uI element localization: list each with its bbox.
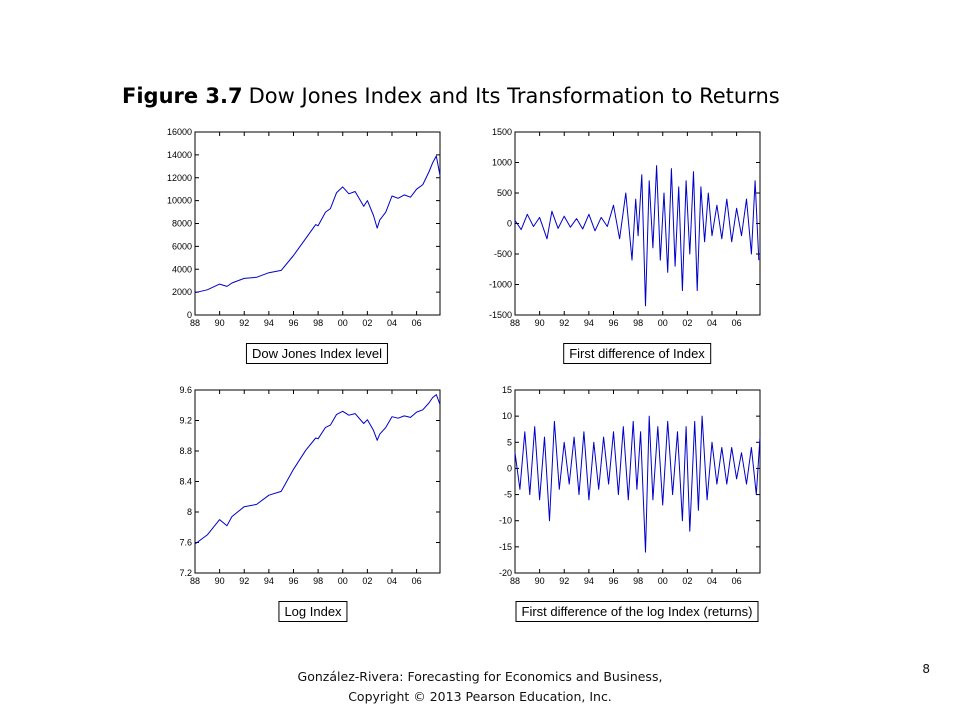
x-tick-label: 94 (264, 576, 274, 586)
y-tick-label: -10 (499, 516, 512, 526)
y-tick-label: 16000 (167, 127, 192, 137)
y-tick-label: 0 (507, 219, 512, 229)
x-tick-label: 90 (535, 576, 545, 586)
x-tick-label: 92 (239, 576, 249, 586)
x-tick-label: 00 (658, 318, 668, 328)
x-tick-label: 98 (633, 576, 643, 586)
y-tick-label: 10 (502, 411, 512, 421)
y-tick-label: 5 (507, 437, 512, 447)
caption-dow-jones-level: Dow Jones Index level (245, 343, 389, 364)
y-tick-label: 1500 (492, 127, 512, 137)
caption-log-index: Log Index (278, 601, 348, 622)
x-tick-label: 00 (338, 318, 348, 328)
x-tick-label: 06 (732, 576, 742, 586)
y-tick-label: 500 (497, 188, 512, 198)
y-tick-label: 12000 (167, 173, 192, 183)
x-tick-label: 04 (707, 318, 717, 328)
x-tick-label: 94 (584, 318, 594, 328)
page-number: 8 (922, 662, 930, 676)
y-tick-label: -20 (499, 568, 512, 578)
y-tick-label: 2000 (172, 287, 192, 297)
y-tick-label: 7.6 (179, 538, 192, 548)
y-tick-label: 9.6 (179, 385, 192, 395)
series-line (514, 165, 760, 307)
x-tick-label: 00 (338, 576, 348, 586)
caption-first-difference: First difference of Index (563, 343, 711, 364)
y-tick-label: -500 (494, 249, 512, 259)
y-tick-label: 14000 (167, 150, 192, 160)
chart-first-difference: -1500 -1000 -500 0 500 1000 1500 88 90 92 94 96 98 00… (470, 124, 770, 334)
x-tick-label: 06 (412, 318, 422, 328)
x-tick-label: 02 (362, 576, 372, 586)
caption-log-returns: First difference of the log Index (retur… (515, 601, 759, 622)
chart-first-difference-plot: -1500 -1000 -500 0 500 1000 1500 88 90 92 94 96 98 00… (489, 127, 761, 328)
series-line (194, 394, 441, 545)
x-tick-label: 92 (239, 318, 249, 328)
x-tick-label: 06 (412, 576, 422, 586)
y-tick-label: 0 (187, 310, 192, 320)
x-tick-label: 02 (682, 318, 692, 328)
chart-log-index: 7.2 7.6 8 8.4 8.8 9.2 9.6 88 90 92 94 96 98 00 02 04 06 (150, 382, 450, 592)
x-tick-label: 00 (658, 576, 668, 586)
chart-log-index-plot: 7.2 7.6 8 8.4 8.8 9.2 9.6 88 90 92 94 96 98 00 02 04 06 (179, 385, 441, 586)
y-tick-label: 7.2 (179, 568, 192, 578)
y-tick-label: -15 (499, 542, 512, 552)
chart-log-returns: -20 -15 -10 -5 0 5 10 15 88 90 92 94 96 98 00 02 04 06 (470, 382, 770, 592)
y-tick-label: 0 (507, 463, 512, 473)
x-tick-label: 88 (190, 576, 200, 586)
x-tick-label: 98 (313, 576, 323, 586)
y-tick-label: 8000 (172, 219, 192, 229)
chart-log-returns-plot: -20 -15 -10 -5 0 5 10 15 88 90 92 94 96 98 00 02 04 06 (499, 385, 761, 586)
plot-frame (514, 389, 761, 574)
y-tick-label: 10000 (167, 196, 192, 206)
x-tick-label: 06 (732, 318, 742, 328)
x-tick-label: 02 (682, 576, 692, 586)
x-tick-label: 04 (387, 318, 397, 328)
x-tick-label: 88 (510, 576, 520, 586)
footer: González-Rivera: Forecasting for Economi… (0, 667, 960, 707)
y-tick-label: 8.8 (179, 446, 192, 456)
y-tick-label: -5 (504, 490, 512, 500)
x-tick-label: 88 (510, 318, 520, 328)
slide-title: Figure 3.7 Dow Jones Index and Its Transf… (122, 84, 780, 108)
y-tick-label: -1000 (489, 280, 512, 290)
series-line (194, 155, 441, 294)
y-tick-label: 4000 (172, 264, 192, 274)
y-tick-label: 8.4 (179, 477, 192, 487)
plot-frame (194, 131, 441, 316)
plot-frame (194, 389, 441, 574)
x-tick-label: 90 (535, 318, 545, 328)
x-tick-label: 90 (215, 318, 225, 328)
figure-number: Figure 3.7 (122, 84, 243, 108)
y-tick-label: 9.2 (179, 416, 192, 426)
figure-title: Dow Jones Index and Its Transformation t… (248, 84, 780, 108)
x-tick-label: 92 (559, 576, 569, 586)
x-tick-label: 94 (584, 576, 594, 586)
footer-line-1: González-Rivera: Forecasting for Economi… (297, 669, 663, 684)
x-tick-label: 04 (387, 576, 397, 586)
chart-dow-jones-level: 0 2000 4000 6000 8000 10000 12000 14000 16000 88 9… (150, 124, 450, 334)
y-tick-label: 1000 (492, 158, 512, 168)
footer-line-2: Copyright © 2013 Pearson Education, Inc. (348, 689, 612, 704)
y-tick-label: 6000 (172, 241, 192, 251)
y-tick-label: -1500 (489, 310, 512, 320)
y-tick-label: 8 (187, 507, 192, 517)
series-line (514, 415, 761, 553)
y-tick-label: 15 (502, 385, 512, 395)
x-tick-label: 96 (608, 576, 618, 586)
x-tick-label: 94 (264, 318, 274, 328)
x-tick-label: 96 (288, 318, 298, 328)
x-tick-label: 88 (190, 318, 200, 328)
x-tick-label: 90 (215, 576, 225, 586)
x-tick-label: 04 (707, 576, 717, 586)
x-tick-label: 92 (559, 318, 569, 328)
x-tick-label: 96 (288, 576, 298, 586)
x-tick-label: 02 (362, 318, 372, 328)
x-tick-label: 98 (633, 318, 643, 328)
x-tick-label: 98 (313, 318, 323, 328)
x-tick-label: 96 (608, 318, 618, 328)
